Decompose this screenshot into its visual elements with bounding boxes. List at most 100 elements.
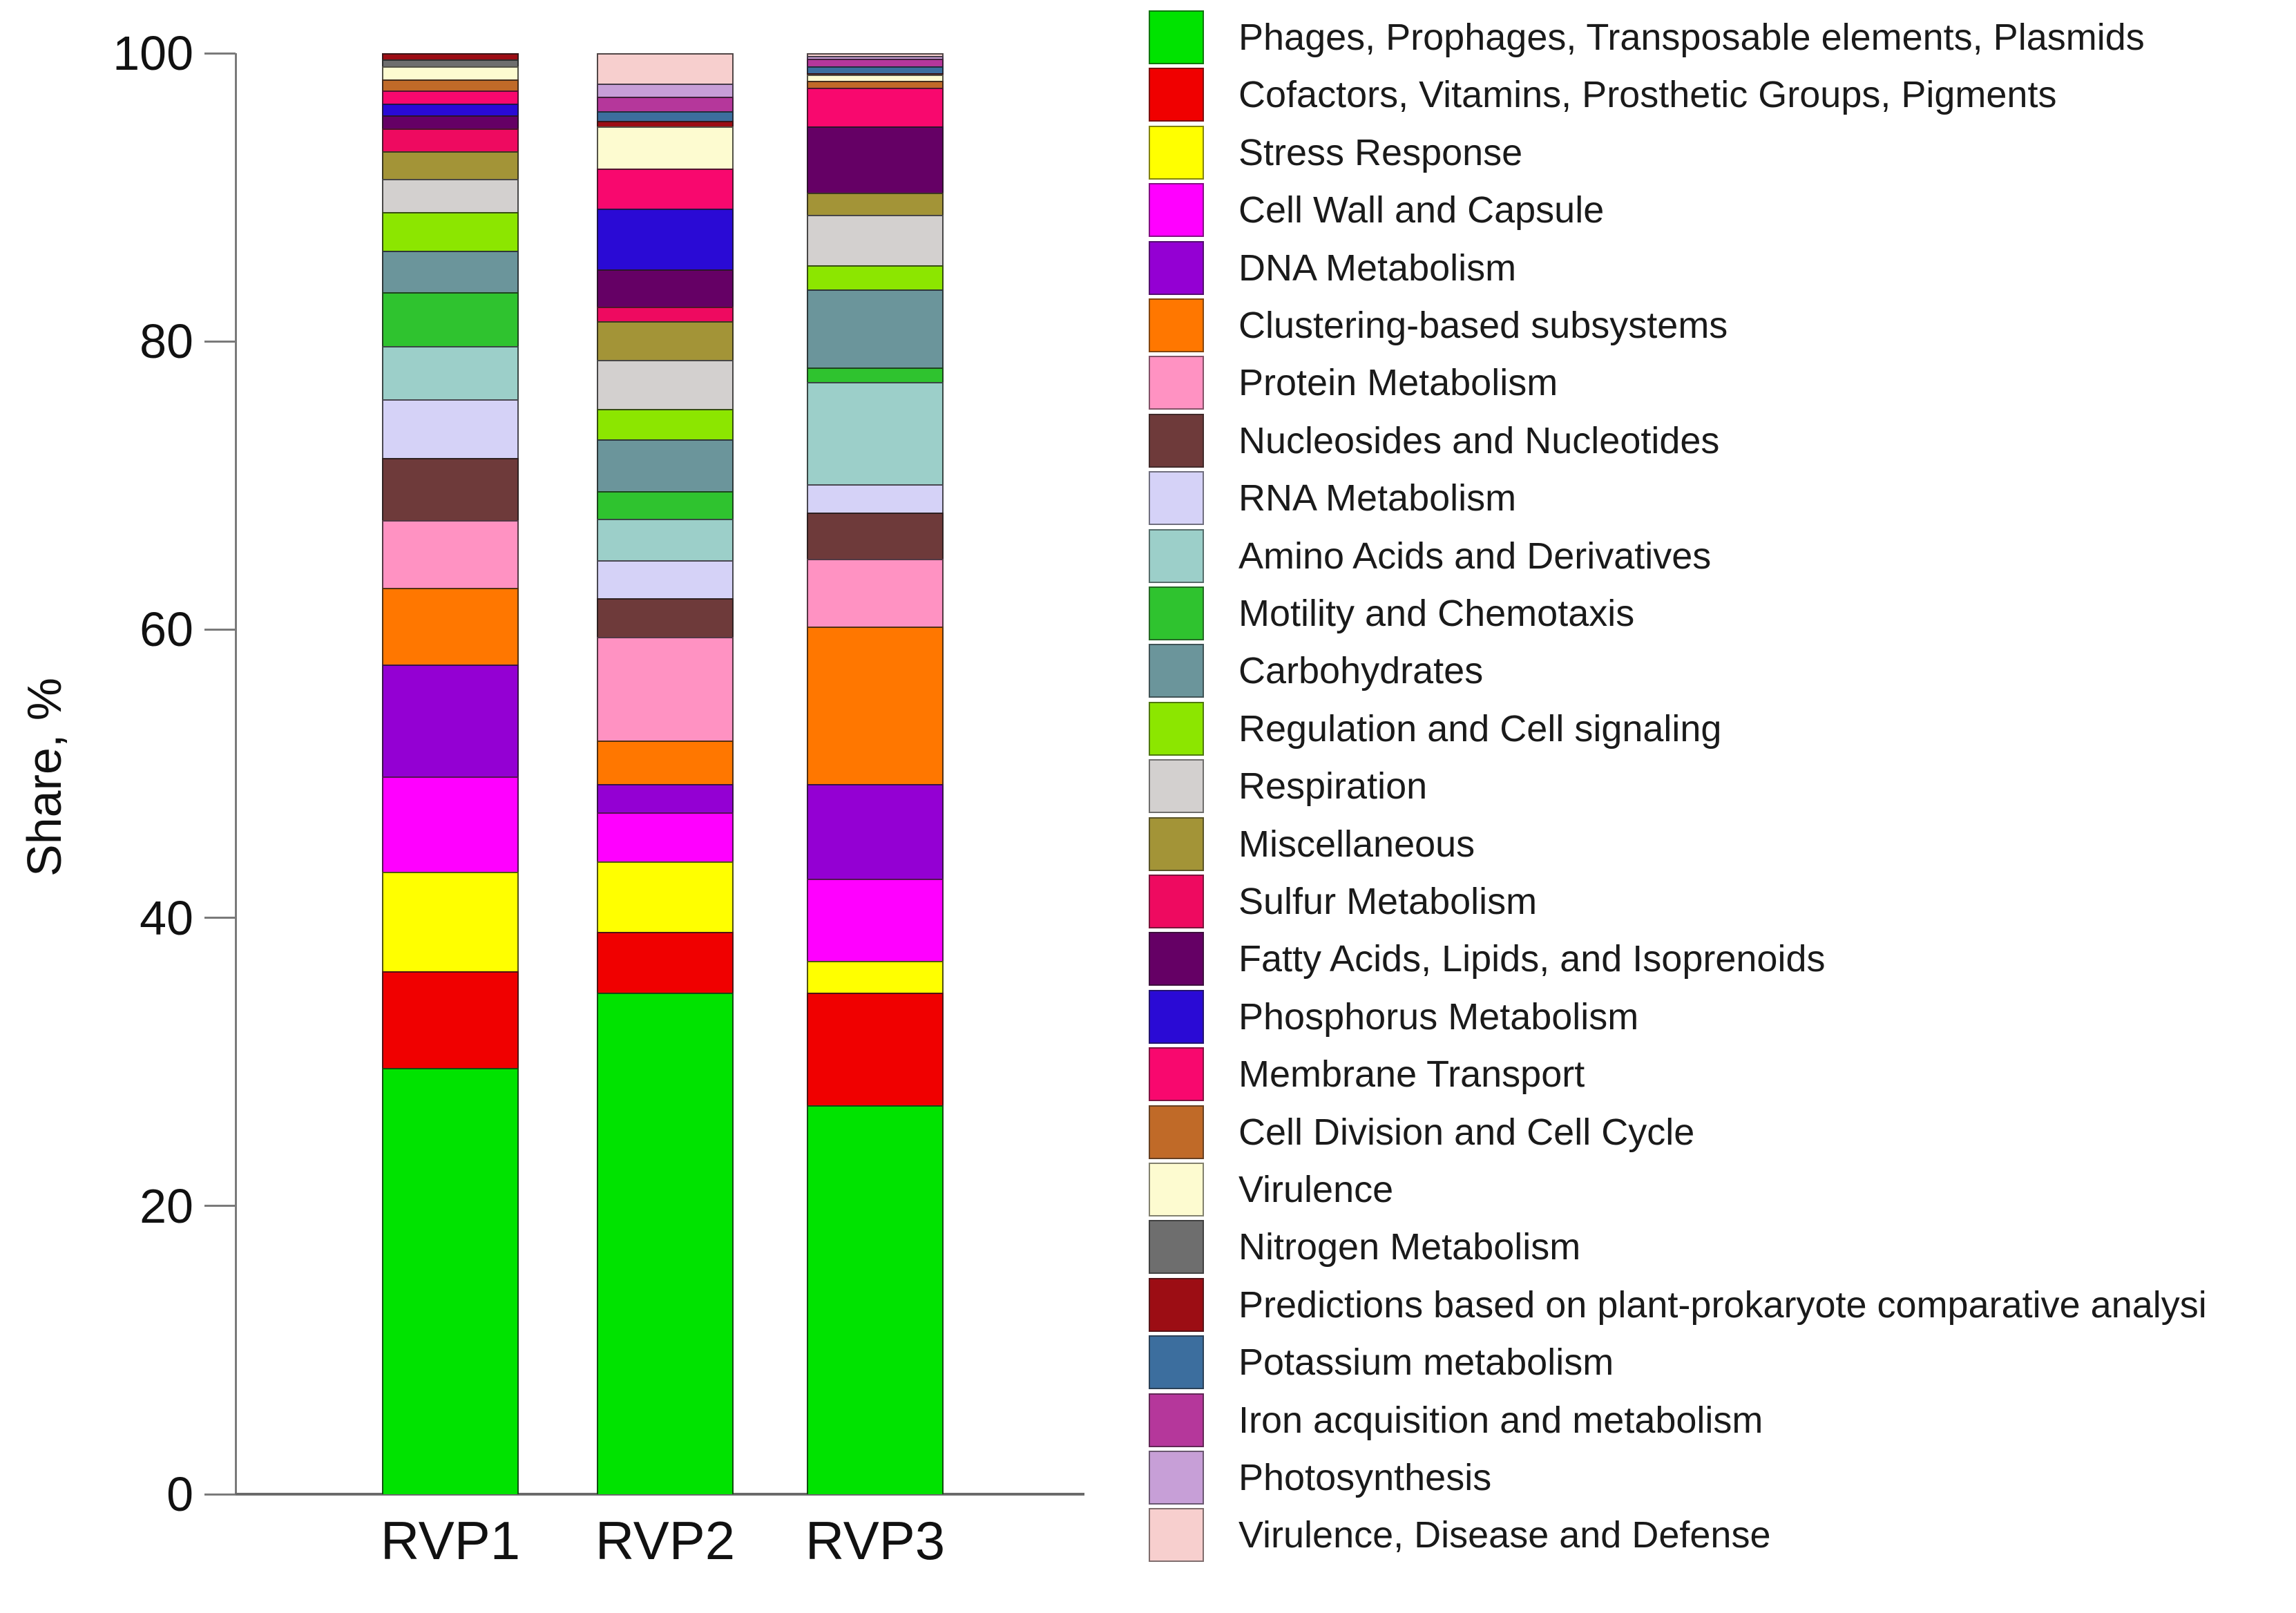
legend-label: Cofactors, Vitamins, Prosthetic Groups, …	[1238, 74, 2057, 116]
bar-segment	[807, 265, 944, 290]
legend-item: Iron acquisition and metabolism	[1149, 1393, 1763, 1448]
y-tick-label: 40	[140, 890, 193, 945]
legend-swatch	[1149, 471, 1204, 526]
legend-item: Cell Wall and Capsule	[1149, 182, 1604, 238]
legend-label: Nucleosides and Nucleotides	[1238, 419, 1720, 461]
legend-label: Fatty Acids, Lipids, and Isoprenoids	[1238, 938, 1826, 980]
legend-label: Membrane Transport	[1238, 1053, 1585, 1096]
bar-segment	[382, 345, 519, 399]
legend-item: Sulfur Metabolism	[1149, 874, 1537, 929]
bar-RVP1	[382, 53, 519, 1494]
bar-segment	[597, 360, 734, 410]
legend-swatch	[1149, 528, 1204, 583]
legend-label: Clustering-based subsystems	[1238, 305, 1728, 346]
legend-item: Nucleosides and Nucleotides	[1149, 413, 1719, 468]
bar-segment	[807, 783, 944, 879]
bar-segment	[807, 88, 944, 127]
bar-segment	[382, 104, 519, 115]
bar-segment	[597, 307, 734, 322]
bar-segment	[597, 269, 734, 307]
legend-label: Virulence, Disease and Defense	[1238, 1514, 1771, 1556]
legend-item: Cell Division and Cell Cycle	[1149, 1105, 1694, 1160]
legend-item: Virulence, Disease and Defense	[1149, 1507, 1770, 1563]
bar-segment	[597, 993, 734, 1494]
bar-segment	[807, 214, 944, 265]
legend-swatch	[1149, 240, 1204, 295]
legend-label: Carbohydrates	[1238, 650, 1484, 692]
legend-swatch	[1149, 817, 1204, 871]
bar-RVP3	[807, 53, 944, 1494]
legend-item: Phages, Prophages, Transposable elements…	[1149, 10, 2145, 65]
bar-segment	[807, 66, 944, 74]
bar-segment	[807, 59, 944, 66]
y-tick-mark	[204, 917, 236, 919]
bar-segment	[807, 627, 944, 784]
bar-segment	[382, 178, 519, 212]
legend-swatch	[1149, 1047, 1204, 1102]
legend-item: Phosphorus Metabolism	[1149, 989, 1638, 1044]
y-tick-label: 60	[140, 602, 193, 657]
legend-swatch	[1149, 586, 1204, 640]
legend-swatch	[1149, 1220, 1204, 1275]
bar-segment	[382, 871, 519, 971]
legend-item: RNA Metabolism	[1149, 470, 1516, 526]
bar-RVP2	[597, 53, 734, 1494]
legend-swatch	[1149, 356, 1204, 410]
bar-segment	[382, 115, 519, 128]
legend-label: Photosynthesis	[1238, 1457, 1492, 1498]
bar-segment	[382, 1067, 519, 1494]
bar-segment	[597, 560, 734, 598]
y-tick-label: 80	[140, 314, 193, 369]
legend-label: Motility and Chemotaxis	[1238, 593, 1635, 634]
legend-swatch	[1149, 10, 1204, 64]
bar-segment	[807, 879, 944, 962]
x-axis-line	[235, 1493, 1084, 1496]
y-axis-line	[235, 53, 237, 1494]
legend-item: Protein Metabolism	[1149, 355, 1558, 410]
bar-segment	[807, 513, 944, 560]
legend-swatch	[1149, 68, 1204, 122]
legend-label: Phages, Prophages, Transposable elements…	[1238, 17, 2145, 58]
y-tick-label: 0	[166, 1467, 193, 1521]
x-category-label: RVP3	[805, 1510, 946, 1571]
bar-segment	[382, 211, 519, 251]
bar-segment	[807, 381, 944, 484]
legend-swatch	[1149, 1451, 1204, 1505]
legend-item: Fatty Acids, Lipids, and Isoprenoids	[1149, 931, 1825, 986]
bar-segment	[382, 90, 519, 104]
legend-swatch	[1149, 932, 1204, 986]
bar-segment	[807, 1105, 944, 1494]
bar-segment	[382, 587, 519, 665]
legend-item: Cofactors, Vitamins, Prosthetic Groups, …	[1149, 67, 2056, 122]
legend-item: Virulence	[1149, 1162, 1393, 1217]
y-axis-title: Share, %	[17, 678, 71, 877]
legend-label: DNA Metabolism	[1238, 247, 1517, 289]
legend-label: Predictions based on plant-prokaryote co…	[1238, 1283, 2207, 1326]
bar-segment	[597, 518, 734, 561]
bar-segment	[597, 932, 734, 993]
legend-item: Miscellaneous	[1149, 817, 1475, 872]
bar-segment	[597, 636, 734, 741]
legend-item: Photosynthesis	[1149, 1450, 1491, 1505]
legend-item: Carbohydrates	[1149, 643, 1483, 698]
bar-segment	[807, 53, 944, 57]
legend-swatch	[1149, 701, 1204, 756]
x-category-label: RVP2	[595, 1510, 736, 1571]
legend-swatch	[1149, 1163, 1204, 1216]
legend-label: Miscellaneous	[1238, 823, 1475, 865]
legend-item: Predictions based on plant-prokaryote co…	[1149, 1277, 2207, 1333]
bar-segment	[382, 128, 519, 151]
y-tick-label: 100	[113, 26, 193, 80]
legend-swatch	[1149, 1335, 1204, 1390]
bar-segment	[597, 96, 734, 111]
legend-label: Regulation and Cell signaling	[1238, 707, 1722, 750]
legend-label: Potassium metabolism	[1238, 1342, 1614, 1384]
legend-swatch	[1149, 298, 1204, 352]
y-tick-mark	[204, 1205, 236, 1208]
bar-segment	[597, 741, 734, 784]
bar-segment	[382, 151, 519, 179]
bar-segment	[382, 458, 519, 520]
legend-label: RNA Metabolism	[1238, 477, 1517, 519]
bar-segment	[597, 491, 734, 519]
legend-item: Motility and Chemotaxis	[1149, 586, 1634, 641]
